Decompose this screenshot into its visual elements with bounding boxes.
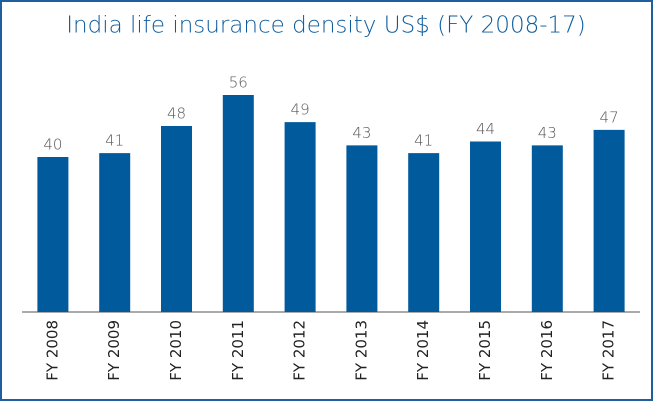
value-label: 44 (476, 120, 495, 138)
x-tick-label: FY 2012 (291, 320, 309, 381)
bar (161, 126, 192, 312)
x-tick-label: FY 2009 (105, 320, 123, 381)
bar (470, 141, 501, 312)
x-tick-label: FY 2014 (414, 320, 432, 381)
bar (99, 153, 131, 312)
x-tick-label: FY 2017 (600, 320, 618, 381)
value-label: 43 (352, 124, 371, 142)
bar (531, 145, 563, 312)
bar (284, 122, 316, 312)
x-tick-label: FY 2015 (476, 320, 494, 381)
value-label: 41 (414, 132, 433, 150)
value-label: 56 (229, 74, 248, 92)
value-label: 48 (167, 105, 186, 123)
x-tick-label: FY 2016 (538, 320, 556, 381)
bar (222, 95, 254, 312)
value-label: 47 (600, 108, 619, 126)
bar (346, 145, 378, 312)
value-label: 41 (105, 132, 124, 150)
bar (408, 153, 440, 312)
chart-title: India life insurance density US$ (FY 200… (66, 13, 586, 39)
value-label: 43 (538, 124, 557, 142)
bar (593, 129, 625, 312)
x-tick-label: FY 2011 (229, 320, 247, 381)
x-tick-label: FY 2008 (43, 320, 61, 381)
bar (37, 157, 69, 312)
value-label: 49 (291, 101, 310, 119)
x-tick-label: FY 2010 (167, 320, 185, 381)
value-label: 40 (43, 136, 62, 154)
x-tick-label: FY 2013 (352, 320, 370, 381)
